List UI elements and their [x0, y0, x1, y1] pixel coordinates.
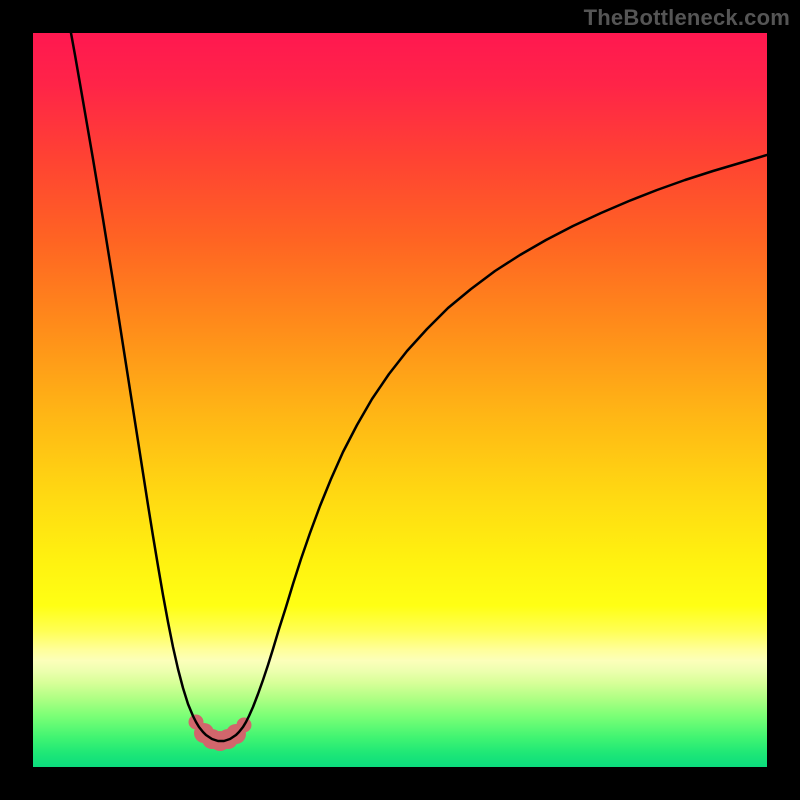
chart-frame: TheBottleneck.com	[0, 0, 800, 800]
watermark-label: TheBottleneck.com	[584, 5, 790, 31]
gradient-background	[33, 33, 767, 767]
plot-area	[33, 33, 767, 767]
plot-canvas	[33, 33, 767, 767]
